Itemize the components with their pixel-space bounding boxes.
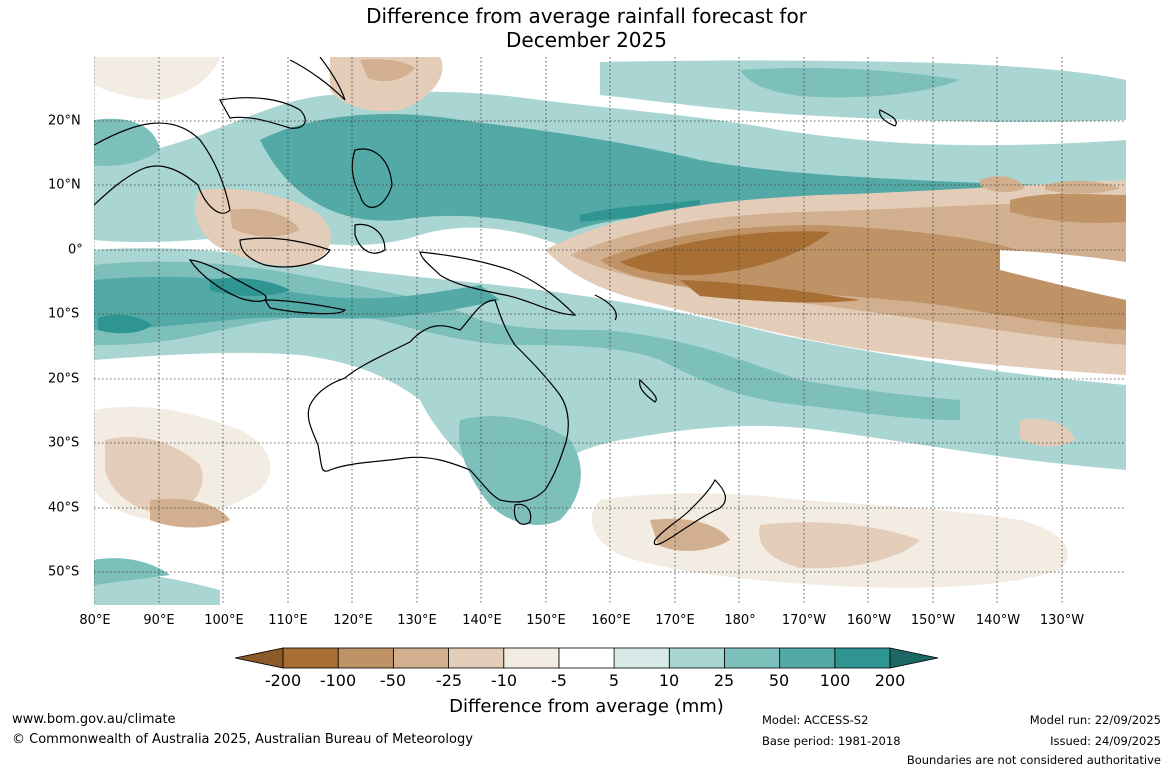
lon-tick: 130°E xyxy=(397,613,437,628)
sumatra-outline xyxy=(188,259,267,302)
lat-tick: 40°S xyxy=(48,500,80,516)
australia-outline xyxy=(307,299,569,503)
colorbar-label: 5 xyxy=(608,671,620,690)
tasmania-outline xyxy=(513,503,532,525)
lon-tick: 170°W xyxy=(781,613,827,628)
lon-tick: 140°E xyxy=(462,613,502,628)
lon-tick: 140°W xyxy=(975,613,1021,628)
model-name: Model: ACCESS-S2 xyxy=(762,713,869,727)
java-outline xyxy=(263,299,347,315)
colorbar-title: Difference from average (mm) xyxy=(449,696,724,717)
colorbar-segment xyxy=(668,647,725,669)
title-line-2: December 2025 xyxy=(506,28,667,52)
graticule xyxy=(94,57,1126,605)
lat-tick: 20°N xyxy=(48,113,81,129)
colorbar-segment xyxy=(779,647,836,669)
lat-tick: 10°N xyxy=(48,177,81,193)
colorbar-label: 25 xyxy=(713,671,735,690)
solomon-islands-outline xyxy=(594,294,617,321)
lat-tick: 10°S xyxy=(48,306,80,322)
coastlines xyxy=(94,57,897,546)
sulawesi-outline xyxy=(354,223,386,254)
colorbar-label: 100 xyxy=(819,671,851,690)
title-line-1: Difference from average rainfall forecas… xyxy=(366,4,807,28)
lat-tick: 50°S xyxy=(48,564,80,580)
lon-tick: 150°E xyxy=(526,613,566,628)
lon-tick: 80°E xyxy=(79,613,111,628)
lon-tick: 100°E xyxy=(204,613,244,628)
lon-tick: 90°E xyxy=(143,613,175,628)
colorbar-low-extension xyxy=(234,647,284,669)
colorbar-label: -5 xyxy=(551,671,567,690)
philippines-outline xyxy=(351,148,393,208)
lat-tick: 0° xyxy=(68,242,83,258)
colorbar-label: 10 xyxy=(658,671,680,690)
map-title: Difference from average rainfall forecas… xyxy=(0,4,1173,52)
borneo-outline xyxy=(239,237,331,268)
colorbar-label: -200 xyxy=(264,671,302,690)
colorbar-label: -50 xyxy=(379,671,407,690)
lon-tick: 120°E xyxy=(333,613,373,628)
colorbar-label: 50 xyxy=(768,671,790,690)
hawaii-outline xyxy=(879,109,897,127)
copyright-text: © Commonwealth of Australia 2025, Austra… xyxy=(12,732,473,747)
model-run-date: Model run: 22/09/2025 xyxy=(1029,713,1161,727)
lon-tick: 170°E xyxy=(655,613,695,628)
colorbar-high-extension xyxy=(889,647,939,669)
lon-tick: 160°W xyxy=(846,613,892,628)
colorbar-segment xyxy=(337,647,394,669)
lon-tick: 180° xyxy=(724,613,756,628)
lat-tick: 20°S xyxy=(48,371,80,387)
lon-tick: 110°E xyxy=(268,613,308,628)
new-zealand-outline xyxy=(653,478,727,546)
dry-anomaly-shading xyxy=(94,57,1126,588)
colorbar-segment xyxy=(282,647,339,669)
colorbar-label: 200 xyxy=(874,671,906,690)
south-china-coast-outline xyxy=(219,97,306,129)
colorbar-label: -25 xyxy=(435,671,463,690)
colorbar-segment xyxy=(448,647,505,669)
colorbar-label: -10 xyxy=(490,671,518,690)
asia-coast-outline xyxy=(94,122,231,214)
east-asia-coast-outline xyxy=(289,57,346,101)
colorbar-label: -100 xyxy=(319,671,357,690)
map-plot-area xyxy=(94,57,1126,605)
lat-tick: 30°S xyxy=(48,435,80,451)
lon-tick: 150°W xyxy=(910,613,956,628)
boundary-disclaimer: Boundaries are not considered authoritat… xyxy=(906,753,1161,767)
colorbar-segment xyxy=(834,647,891,669)
colorbar-segment xyxy=(392,647,449,669)
new-caledonia-outline xyxy=(639,378,657,403)
new-guinea-outline xyxy=(419,251,577,316)
colorbar-segment xyxy=(613,647,670,669)
website-link[interactable]: www.bom.gov.au/climate xyxy=(12,712,176,727)
issued-date: Issued: 24/09/2025 xyxy=(1050,734,1161,748)
colorbar-segment xyxy=(503,647,560,669)
lon-tick: 160°E xyxy=(591,613,631,628)
colorbar-segment xyxy=(558,647,615,669)
colorbar-segment xyxy=(724,647,781,669)
base-period: Base period: 1981-2018 xyxy=(762,734,901,748)
lon-tick: 130°W xyxy=(1039,613,1085,628)
colorbar xyxy=(234,647,939,669)
